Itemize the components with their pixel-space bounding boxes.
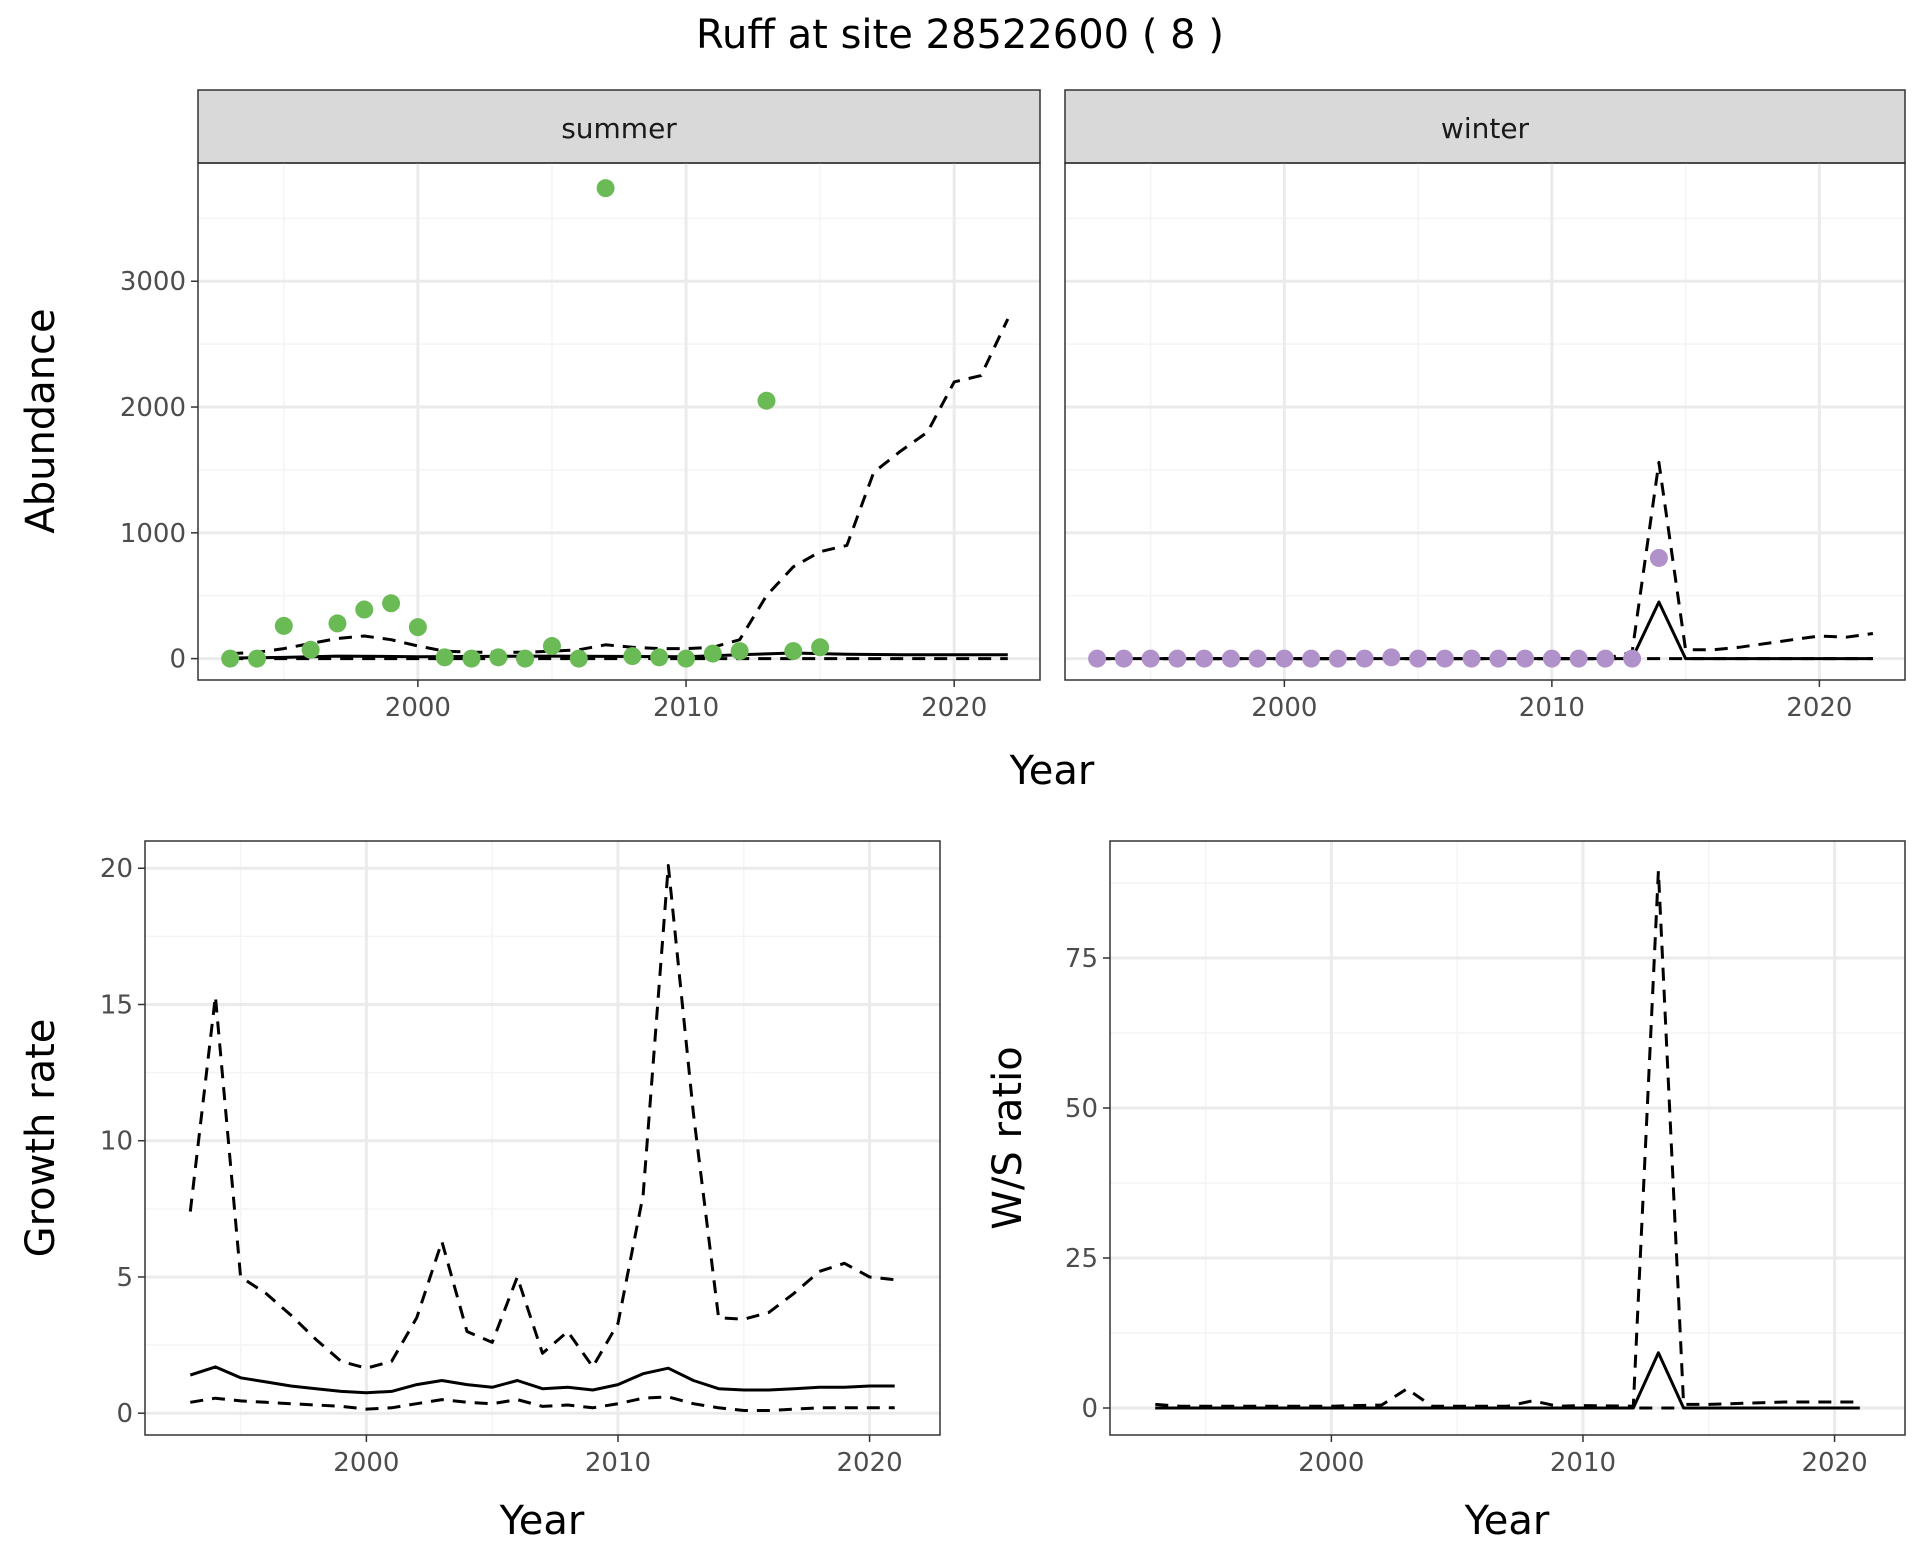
y-axis-title: W/S ratio bbox=[985, 1046, 1031, 1229]
data-point bbox=[730, 642, 749, 661]
data-point bbox=[596, 179, 615, 198]
series-line-upper bbox=[188, 864, 895, 1370]
x-tick-label: 2020 bbox=[921, 693, 987, 723]
data-point bbox=[1542, 649, 1561, 668]
data-point bbox=[1596, 649, 1615, 668]
data-point bbox=[677, 649, 696, 668]
y-tick-label: 2000 bbox=[120, 393, 186, 423]
data-point bbox=[355, 600, 374, 619]
data-point bbox=[462, 649, 481, 668]
series-line-estimate bbox=[189, 1365, 895, 1395]
plot-area bbox=[1065, 163, 1905, 680]
panel-border bbox=[197, 162, 1041, 681]
data-point bbox=[1195, 649, 1214, 668]
data-point bbox=[1409, 649, 1428, 668]
data-point bbox=[650, 648, 669, 667]
data-point bbox=[1328, 649, 1347, 668]
y-tick-label: 3000 bbox=[120, 267, 186, 297]
data-point bbox=[1141, 649, 1160, 668]
facet-strip-label: summer bbox=[561, 112, 677, 145]
data-point bbox=[382, 594, 401, 613]
data-point bbox=[408, 618, 427, 637]
data-point bbox=[1435, 649, 1454, 668]
data-point bbox=[1382, 648, 1401, 667]
x-tick-label: 2020 bbox=[1801, 1448, 1867, 1478]
y-axis-title: Abundance bbox=[18, 308, 64, 533]
x-axis-title: Year bbox=[499, 1498, 585, 1544]
data-point bbox=[247, 649, 266, 668]
data-point bbox=[1114, 649, 1133, 668]
data-point bbox=[569, 649, 588, 668]
y-tick-label: 5 bbox=[116, 1263, 133, 1293]
y-tick-label: 50 bbox=[1065, 1094, 1098, 1124]
y-tick-label: 10 bbox=[100, 1127, 133, 1157]
data-point bbox=[703, 644, 722, 663]
x-tick-label: 2000 bbox=[1298, 1448, 1364, 1478]
x-axis-title-top: Year bbox=[1009, 748, 1095, 794]
y-tick-label: 20 bbox=[100, 854, 133, 884]
data-point bbox=[1569, 649, 1588, 668]
data-point bbox=[1275, 649, 1294, 668]
chart-title: Ruff at site 28522600 ( 8 ) bbox=[696, 12, 1224, 58]
data-point bbox=[328, 614, 347, 633]
x-tick-label: 2010 bbox=[653, 693, 719, 723]
x-tick-label: 2010 bbox=[585, 1448, 651, 1478]
data-point bbox=[811, 638, 830, 657]
panel-growth-rate: 2000 2010 2020 0 5 10 15 20 Growth rate Year bbox=[18, 840, 941, 1544]
y-axis-title: Growth rate bbox=[18, 1019, 64, 1258]
plot-area bbox=[145, 841, 940, 1435]
data-point bbox=[1088, 649, 1107, 668]
y-tick-label: 0 bbox=[1081, 1394, 1098, 1424]
data-point bbox=[542, 637, 561, 656]
data-point bbox=[274, 616, 293, 635]
y-tick-label: 0 bbox=[169, 645, 186, 675]
x-tick-label: 2020 bbox=[1786, 693, 1852, 723]
y-tick-label: 75 bbox=[1065, 944, 1098, 974]
y-tick-label: 1000 bbox=[120, 519, 186, 549]
x-tick-label: 2000 bbox=[333, 1448, 399, 1478]
panel-ws-ratio: 2000 2010 2020 0 25 50 75 W/S ratio Year bbox=[985, 840, 1906, 1544]
panel-summer-abundance: summer 2000 2010 2020 0 1000 2000 3000 Abundance bbox=[18, 89, 1041, 723]
data-point bbox=[221, 649, 240, 668]
facet-strip bbox=[197, 89, 1041, 164]
data-point bbox=[784, 642, 803, 661]
data-point bbox=[1623, 649, 1642, 668]
data-point bbox=[1462, 649, 1481, 668]
x-tick-label: 2000 bbox=[1251, 693, 1317, 723]
y-tick-label: 15 bbox=[100, 990, 133, 1020]
data-point bbox=[489, 648, 508, 667]
facet-strip bbox=[1064, 89, 1906, 164]
data-point bbox=[1248, 649, 1267, 668]
series-line-upper bbox=[1155, 869, 1860, 1408]
data-point bbox=[757, 391, 776, 410]
data-point bbox=[1516, 649, 1535, 668]
data-point bbox=[1302, 649, 1321, 668]
data-point bbox=[301, 640, 320, 659]
x-tick-label: 2010 bbox=[1519, 693, 1585, 723]
data-point bbox=[1168, 649, 1187, 668]
data-point bbox=[1649, 548, 1668, 567]
data-point bbox=[1355, 649, 1374, 668]
data-point bbox=[435, 648, 454, 667]
series-line-lower bbox=[190, 1395, 895, 1412]
panel-winter-abundance: winter 2000 2010 2020 bbox=[1064, 89, 1906, 723]
x-tick-label: 2020 bbox=[836, 1448, 902, 1478]
plot-area bbox=[1110, 841, 1905, 1435]
x-axis-title: Year bbox=[1464, 1498, 1550, 1544]
y-tick-label: 25 bbox=[1065, 1244, 1098, 1274]
data-point bbox=[623, 647, 642, 666]
panel-border bbox=[144, 840, 941, 1436]
panel-border bbox=[1064, 162, 1906, 681]
x-tick-label: 2010 bbox=[1550, 1448, 1616, 1478]
plot-area bbox=[198, 163, 1040, 680]
x-tick-label: 2000 bbox=[385, 693, 451, 723]
facet-strip-label: winter bbox=[1441, 112, 1530, 145]
data-point bbox=[516, 649, 535, 668]
panel-border bbox=[1109, 840, 1906, 1436]
data-point bbox=[1489, 649, 1508, 668]
data-point bbox=[1221, 649, 1240, 668]
y-tick-label: 0 bbox=[116, 1399, 133, 1429]
